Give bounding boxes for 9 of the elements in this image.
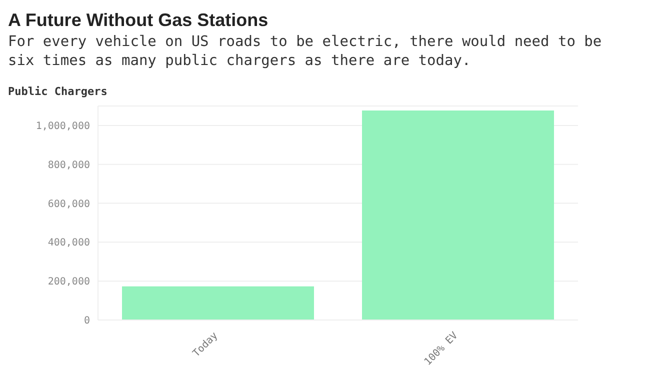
y-axis-title: Public Chargers bbox=[8, 85, 108, 98]
y-tick-label: 600,000 bbox=[48, 198, 90, 210]
y-tick-label: 1,000,000 bbox=[36, 121, 90, 132]
y-tick-label: 0 bbox=[84, 316, 90, 327]
y-tick-label: 400,000 bbox=[48, 238, 90, 249]
y-tick-label: 800,000 bbox=[48, 160, 90, 171]
chart-subtitle: For every vehicle on US roads to be electric, there would need to be six times as many public chargers as there are today. bbox=[8, 33, 603, 71]
chart-title: A Future Without Gas Stations bbox=[8, 9, 270, 31]
y-tick-label: 200,000 bbox=[48, 276, 90, 288]
